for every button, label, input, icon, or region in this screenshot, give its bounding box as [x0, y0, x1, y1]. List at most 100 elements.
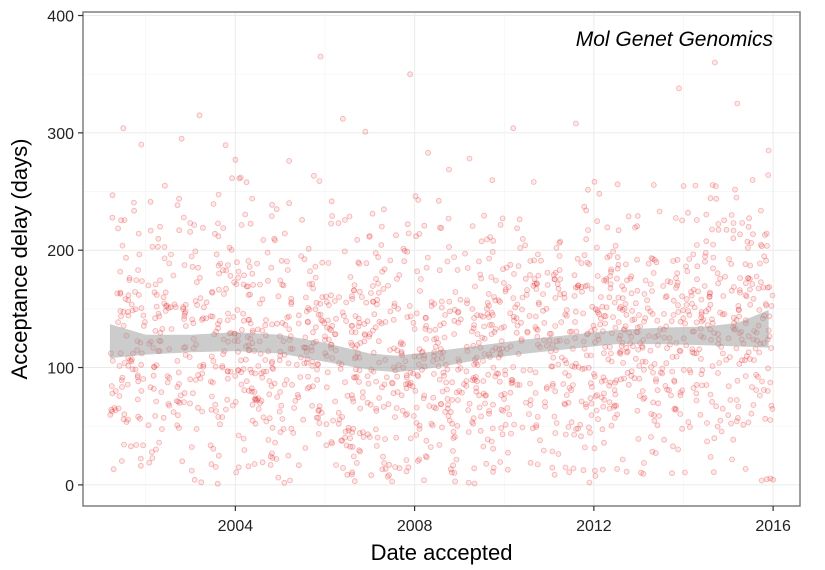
data-point	[288, 295, 295, 302]
data-point	[629, 317, 636, 323]
data-point	[601, 390, 607, 397]
data-point	[134, 372, 141, 379]
data-point	[578, 284, 585, 290]
data-point	[381, 460, 388, 466]
data-point	[670, 443, 676, 450]
data-point	[566, 384, 573, 391]
data-point	[645, 260, 652, 267]
data-point	[532, 390, 539, 396]
data-points	[107, 53, 776, 487]
data-point	[753, 273, 760, 280]
data-point	[317, 311, 324, 318]
data-point	[274, 394, 281, 400]
data-point	[112, 407, 119, 414]
data-point	[742, 261, 749, 268]
data-point	[693, 350, 700, 357]
data-point	[726, 256, 732, 263]
data-point	[723, 226, 730, 233]
data-point	[610, 314, 616, 321]
data-point	[538, 257, 544, 264]
data-point	[705, 306, 712, 312]
data-point	[694, 242, 700, 248]
data-point	[675, 302, 681, 309]
data-point	[613, 377, 620, 384]
data-point	[338, 437, 345, 444]
data-point	[414, 458, 421, 464]
data-point	[386, 461, 393, 468]
data-point	[491, 329, 498, 335]
data-point	[730, 220, 737, 227]
data-point	[210, 201, 217, 207]
data-point	[455, 308, 462, 315]
data-point	[636, 312, 642, 318]
data-point	[765, 172, 772, 179]
data-point	[224, 317, 231, 324]
data-point	[397, 341, 404, 348]
data-point	[109, 192, 116, 199]
data-point	[696, 346, 703, 353]
data-point	[710, 254, 717, 261]
data-point	[617, 348, 624, 355]
data-point	[507, 310, 514, 317]
data-point	[403, 468, 410, 475]
data-point	[451, 331, 458, 338]
data-point	[614, 465, 620, 472]
data-point	[314, 361, 321, 368]
data-point	[451, 433, 458, 440]
data-point	[653, 376, 659, 383]
data-point	[208, 393, 215, 400]
data-point	[241, 272, 247, 279]
data-point	[728, 261, 735, 267]
data-point	[363, 299, 370, 306]
data-point	[181, 310, 188, 317]
data-point	[164, 373, 171, 380]
data-point	[170, 272, 177, 279]
data-point	[224, 396, 231, 403]
data-point	[416, 422, 423, 429]
data-point	[372, 426, 379, 433]
data-point	[301, 256, 308, 263]
data-point	[351, 282, 358, 289]
data-point	[532, 324, 539, 330]
data-point	[499, 215, 506, 222]
data-point	[176, 399, 183, 406]
data-point	[672, 405, 679, 412]
data-point	[733, 418, 740, 425]
data-point	[767, 379, 774, 386]
data-point	[675, 309, 682, 315]
data-point	[132, 288, 138, 295]
data-point	[348, 471, 355, 478]
data-point	[750, 295, 757, 302]
data-point	[449, 396, 456, 403]
data-point	[503, 264, 510, 271]
data-point	[319, 317, 326, 324]
data-point	[403, 457, 410, 464]
data-point	[396, 465, 403, 472]
data-point	[119, 384, 125, 390]
data-point	[137, 462, 144, 469]
data-point	[768, 402, 775, 409]
data-point	[375, 280, 382, 287]
data-point	[188, 467, 195, 474]
data-point	[265, 436, 272, 443]
data-point	[731, 284, 737, 290]
data-point	[540, 291, 546, 298]
data-point	[488, 438, 495, 445]
data-point	[604, 254, 611, 261]
data-point	[367, 290, 374, 296]
data-point	[622, 300, 629, 307]
data-point	[664, 345, 670, 352]
data-point	[534, 280, 540, 287]
data-point	[728, 287, 735, 294]
data-point	[638, 469, 644, 476]
data-point	[378, 320, 385, 327]
data-point	[428, 299, 435, 305]
data-point	[362, 128, 369, 135]
data-point	[407, 313, 414, 320]
data-point	[329, 322, 336, 329]
data-point	[147, 198, 154, 205]
data-point	[627, 275, 634, 282]
data-point	[400, 341, 406, 348]
data-point	[380, 285, 387, 292]
data-point	[330, 417, 337, 424]
